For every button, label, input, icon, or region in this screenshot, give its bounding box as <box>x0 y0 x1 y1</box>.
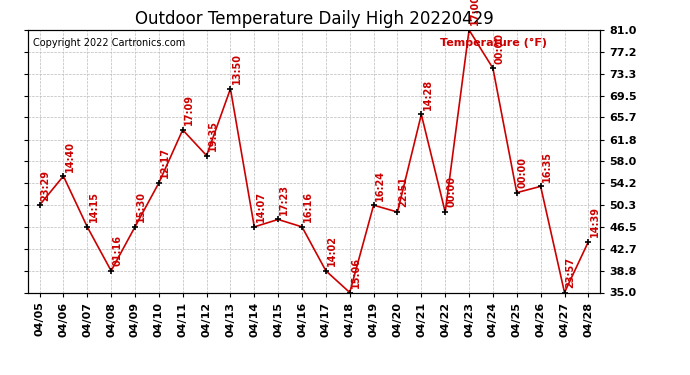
Text: 15:30: 15:30 <box>136 191 146 222</box>
Text: 16:24: 16:24 <box>375 170 385 201</box>
Text: 14:40: 14:40 <box>65 141 75 171</box>
Text: 01:16: 01:16 <box>112 235 122 266</box>
Text: 00:00: 00:00 <box>518 157 528 188</box>
Text: Temperature (°F): Temperature (°F) <box>440 38 547 48</box>
Text: 14:15: 14:15 <box>88 191 99 222</box>
Text: 00:00: 00:00 <box>446 177 456 207</box>
Text: 16:16: 16:16 <box>303 191 313 222</box>
Text: 17:09: 17:09 <box>184 94 194 125</box>
Text: 14:07: 14:07 <box>255 191 266 222</box>
Text: Copyright 2022 Cartronics.com: Copyright 2022 Cartronics.com <box>33 38 186 48</box>
Text: 16:35: 16:35 <box>542 151 552 182</box>
Text: 14:39: 14:39 <box>589 206 600 237</box>
Text: 23:57: 23:57 <box>566 257 575 288</box>
Text: 00:00: 00:00 <box>494 33 504 64</box>
Text: 14:02: 14:02 <box>327 235 337 266</box>
Text: 17:00: 17:00 <box>471 0 480 26</box>
Text: 14:28: 14:28 <box>422 79 433 110</box>
Text: 17:23: 17:23 <box>279 184 289 215</box>
Text: 23:29: 23:29 <box>41 170 51 201</box>
Title: Outdoor Temperature Daily High 20220429: Outdoor Temperature Daily High 20220429 <box>135 10 493 28</box>
Text: 15:06: 15:06 <box>351 257 361 288</box>
Text: 19:35: 19:35 <box>208 120 218 151</box>
Text: 12:17: 12:17 <box>160 147 170 178</box>
Text: 22:51: 22:51 <box>399 177 408 207</box>
Text: 13:50: 13:50 <box>232 53 241 84</box>
